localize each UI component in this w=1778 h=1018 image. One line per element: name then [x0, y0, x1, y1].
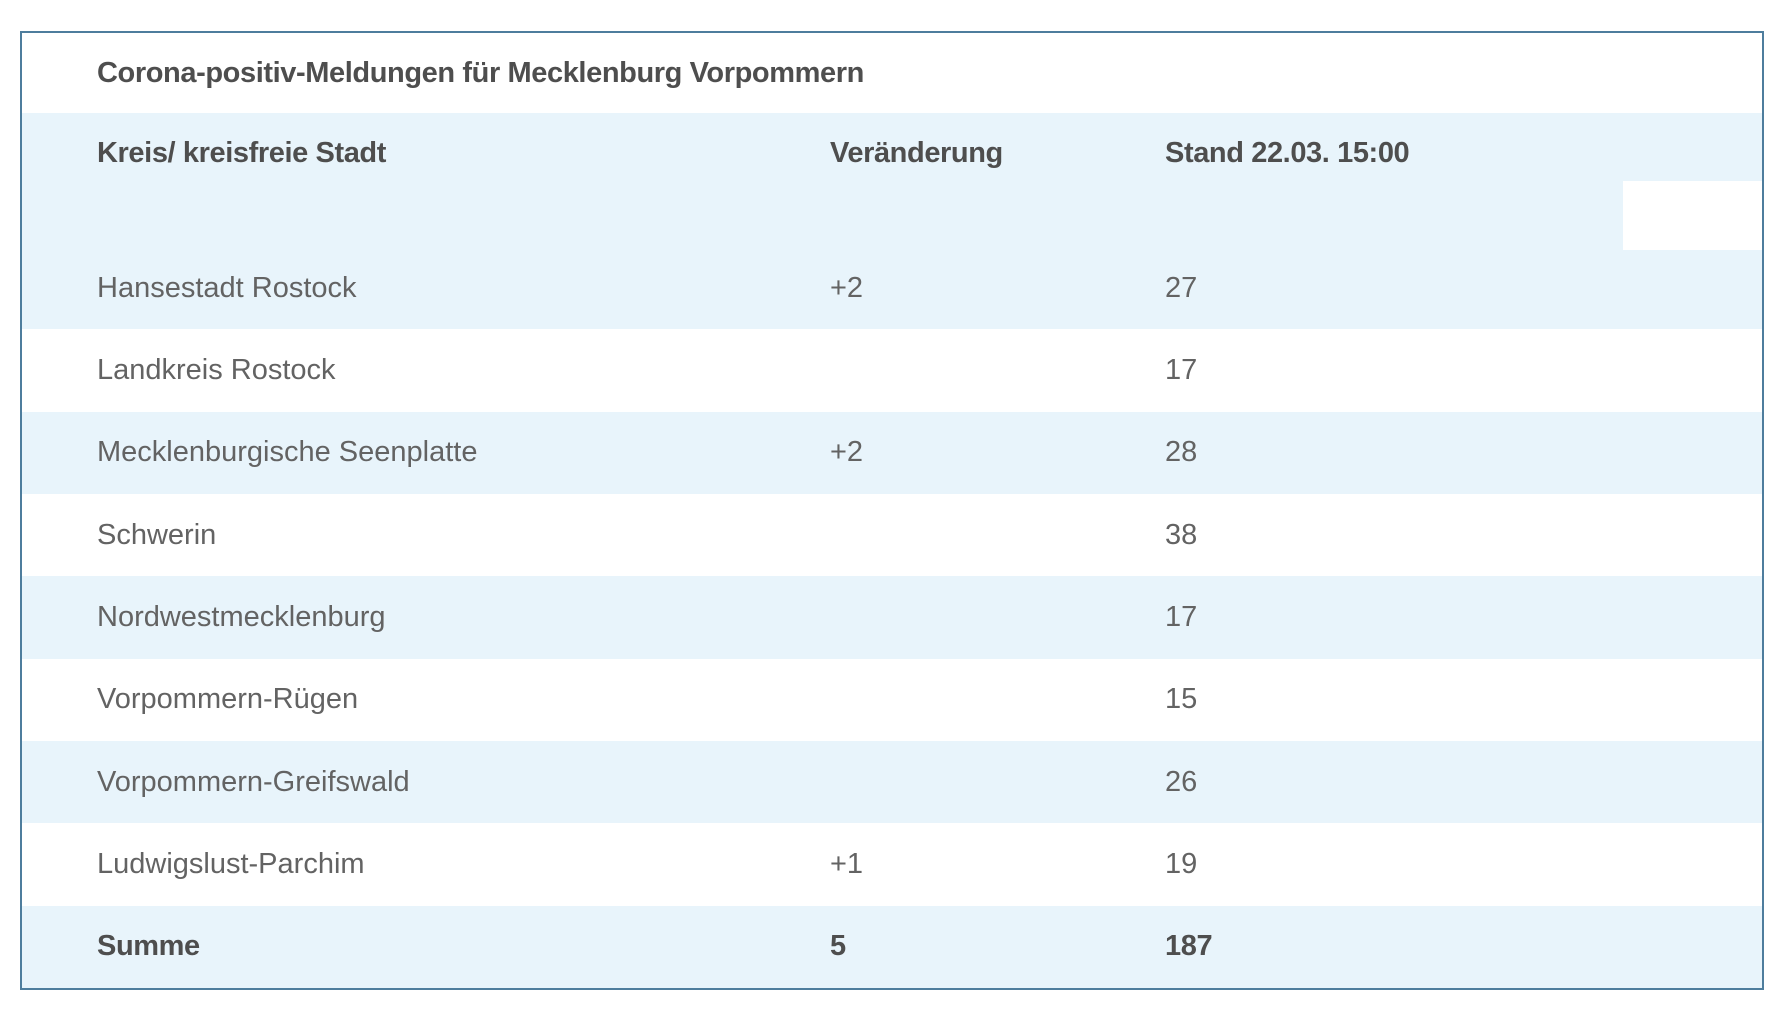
corona-table: Corona-positiv-Meldungen für Mecklenburg… [20, 31, 1764, 990]
table-total-row: Summe 5 187 [22, 905, 1762, 988]
table-title: Corona-positiv-Meldungen für Mecklenburg… [97, 56, 864, 89]
table-row: Ludwigslust-Parchim +1 19 [22, 823, 1762, 906]
cell-stand: 26 [1165, 765, 1198, 798]
cell-stand: 38 [1165, 518, 1198, 551]
header-grid: Kreis/ kreisfreie Stadt Veränderung Stan… [22, 137, 1762, 170]
table-title-row: Corona-positiv-Meldungen für Mecklenburg… [22, 33, 1762, 113]
cell-kreis: Vorpommern-Rügen [97, 683, 359, 716]
column-header-veraenderung: Veränderung [830, 137, 1003, 169]
table-row: Nordwestmecklenburg 17 [22, 576, 1762, 659]
cell-veraenderung: +2 [830, 436, 864, 469]
cell-kreis: Schwerin [97, 518, 217, 551]
table-row: Mecklenburgische Seenplatte +2 28 [22, 411, 1762, 494]
table-header-row: Kreis/ kreisfreie Stadt Veränderung Stan… [22, 113, 1762, 250]
cell-stand: 28 [1165, 436, 1198, 469]
cell-stand: 17 [1165, 353, 1198, 386]
table-row: Vorpommern-Rügen 15 [22, 658, 1762, 741]
table-row: Landkreis Rostock 17 [22, 329, 1762, 412]
cell-kreis: Landkreis Rostock [97, 353, 336, 386]
cell-stand: 15 [1165, 683, 1198, 716]
cell-kreis: Vorpommern-Greifswald [97, 765, 410, 798]
cell-kreis: Mecklenburgische Seenplatte [97, 436, 478, 469]
cell-kreis: Hansestadt Rostock [97, 271, 357, 304]
cell-kreis: Summe [97, 930, 200, 963]
cell-stand: 17 [1165, 600, 1198, 633]
table-row: Hansestadt Rostock +2 27 [22, 247, 1762, 330]
column-header-stand: Stand 22.03. 15:00 [1165, 137, 1410, 169]
cell-stand: 19 [1165, 847, 1198, 880]
column-header-kreis: Kreis/ kreisfreie Stadt [97, 137, 386, 169]
cell-kreis: Nordwestmecklenburg [97, 600, 386, 633]
header-empty-cell [1623, 181, 1762, 250]
table-body: Hansestadt Rostock +2 27 Landkreis Rosto… [22, 247, 1762, 988]
table-row: Schwerin 38 [22, 493, 1762, 577]
cell-stand: 187 [1165, 930, 1213, 963]
cell-stand: 27 [1165, 271, 1198, 304]
cell-veraenderung: +1 [830, 847, 864, 880]
cell-veraenderung: +2 [830, 271, 864, 304]
table-row: Vorpommern-Greifswald 26 [22, 740, 1762, 824]
cell-veraenderung: 5 [830, 930, 846, 963]
cell-kreis: Ludwigslust-Parchim [97, 847, 365, 880]
